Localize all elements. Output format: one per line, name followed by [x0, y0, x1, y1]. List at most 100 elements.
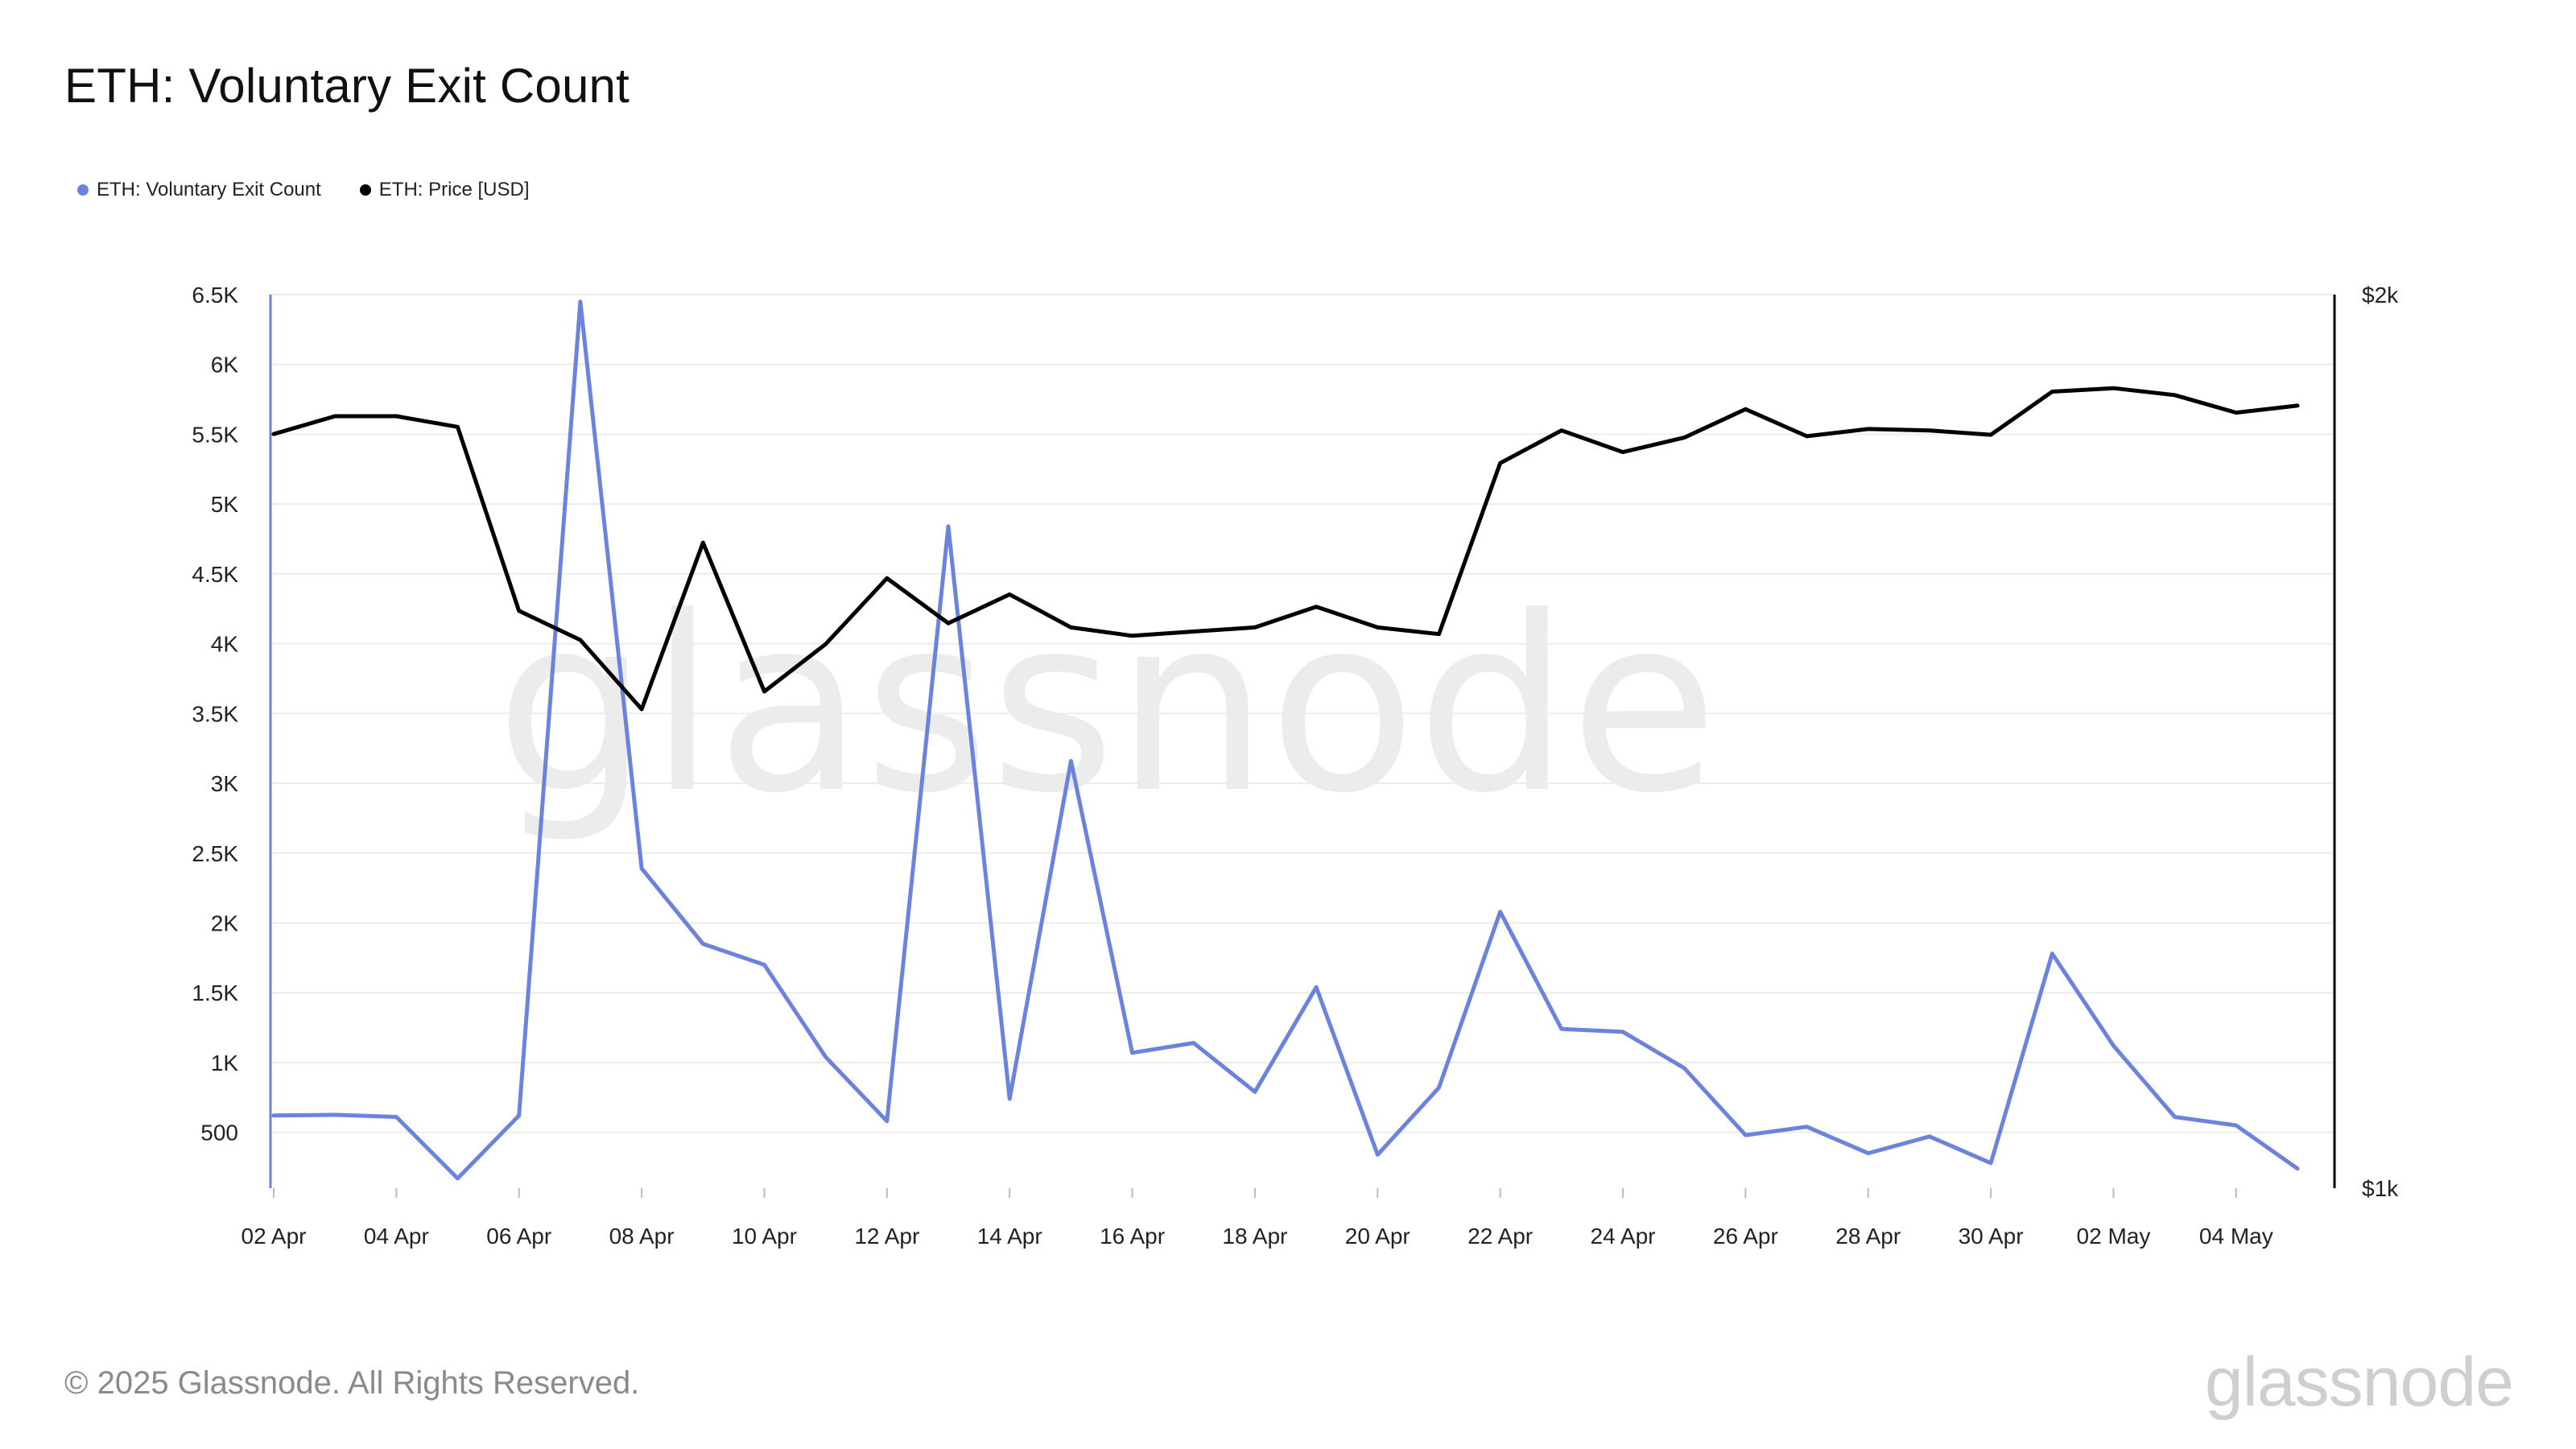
point-price-2025-04-21[interactable]	[1436, 632, 1441, 637]
series-line-exit-count[interactable]	[271, 299, 2300, 1181]
point-exit-count-2025-04-27[interactable]	[1805, 1125, 1810, 1129]
point-exit-count-2025-04-05[interactable]	[456, 1176, 460, 1181]
point-exit-count-2025-04-11[interactable]	[824, 1055, 828, 1059]
x-tick-label: 10 Apr	[732, 1224, 797, 1249]
point-exit-count-2025-04-29[interactable]	[1927, 1134, 1932, 1139]
point-exit-count-2025-05-05[interactable]	[2295, 1166, 2300, 1171]
point-price-2025-04-10[interactable]	[762, 689, 766, 694]
point-price-2025-04-12[interactable]	[885, 576, 890, 580]
x-axis-labels: 02 Apr 04 Apr 06 Apr 08 Apr 10 Apr 12 Apr 14 A…	[242, 1188, 2273, 1249]
point-exit-count-2025-04-19[interactable]	[1314, 985, 1319, 989]
point-exit-count-2025-04-24[interactable]	[1620, 1030, 1625, 1034]
point-price-2025-04-16[interactable]	[1130, 634, 1135, 638]
point-price-2025-04-09[interactable]	[700, 540, 705, 545]
point-price-2025-04-18[interactable]	[1253, 625, 1257, 630]
x-tick-label: 02 May	[2077, 1224, 2151, 1249]
y-tick-label-4500: 4.5K	[192, 562, 238, 587]
point-price-2025-04-04[interactable]	[394, 414, 398, 419]
legend-dot-exit-count	[77, 184, 89, 196]
x-tick-label: 20 Apr	[1345, 1224, 1410, 1249]
point-price-2025-04-06[interactable]	[517, 609, 522, 613]
point-exit-count-2025-04-07[interactable]	[578, 299, 583, 304]
point-exit-count-2025-05-02[interactable]	[2111, 1043, 2116, 1048]
y-right-tick-label-2000: $2k	[2362, 283, 2399, 308]
point-price-2025-04-07[interactable]	[578, 638, 583, 642]
point-exit-count-2025-04-25[interactable]	[1682, 1066, 1686, 1071]
point-price-2025-04-24[interactable]	[1620, 450, 1625, 455]
point-exit-count-2025-04-22[interactable]	[1498, 910, 1503, 914]
point-price-2025-05-03[interactable]	[2173, 393, 2178, 398]
series-group	[271, 299, 2300, 1181]
point-price-2025-04-14[interactable]	[1007, 592, 1012, 597]
point-price-2025-04-28[interactable]	[1866, 427, 1871, 431]
point-exit-count-2025-04-12[interactable]	[885, 1119, 890, 1124]
point-price-2025-04-27[interactable]	[1805, 434, 1810, 439]
point-exit-count-2025-04-04[interactable]	[394, 1115, 398, 1120]
point-price-2025-04-15[interactable]	[1068, 625, 1073, 630]
point-price-2025-05-02[interactable]	[2111, 386, 2116, 390]
legend: ETH: Voluntary Exit Count ETH: Price [US…	[77, 179, 530, 201]
point-price-2025-04-11[interactable]	[824, 642, 828, 646]
legend-label-price: ETH: Price [USD]	[378, 179, 530, 200]
series-line-price[interactable]	[271, 386, 2300, 712]
legend-item-price[interactable]: ETH: Price [USD]	[359, 179, 530, 201]
point-exit-count-2025-04-10[interactable]	[762, 963, 766, 968]
legend-label-exit-count: ETH: Voluntary Exit Count	[97, 179, 321, 200]
point-exit-count-2025-04-14[interactable]	[1007, 1096, 1012, 1101]
point-exit-count-2025-04-13[interactable]	[946, 524, 951, 529]
y-tick-label-5000: 5K	[211, 492, 239, 517]
y-tick-label-2000: 2K	[211, 910, 239, 935]
point-price-2025-04-23[interactable]	[1559, 428, 1564, 433]
point-exit-count-2025-04-06[interactable]	[517, 1113, 522, 1118]
point-price-2025-04-13[interactable]	[946, 621, 951, 625]
point-price-2025-04-30[interactable]	[1988, 432, 1993, 437]
legend-item-exit-count[interactable]: ETH: Voluntary Exit Count	[77, 179, 321, 201]
point-price-2025-04-25[interactable]	[1682, 436, 1686, 440]
point-exit-count-2025-04-21[interactable]	[1436, 1085, 1441, 1090]
chart-title: ETH: Voluntary Exit Count	[64, 59, 630, 113]
point-exit-count-2025-04-23[interactable]	[1559, 1026, 1564, 1031]
y-right-tick-label-1000: $1k	[2362, 1176, 2399, 1201]
point-exit-count-2025-04-09[interactable]	[700, 941, 705, 946]
x-tick-label: 14 Apr	[977, 1224, 1042, 1249]
point-price-2025-04-29[interactable]	[1927, 428, 1932, 433]
y-tick-label-1000: 1K	[211, 1051, 239, 1075]
point-price-2025-04-08[interactable]	[639, 707, 644, 712]
x-tick-label: 02 Apr	[242, 1224, 307, 1249]
point-price-2025-05-05[interactable]	[2295, 403, 2300, 408]
footer-copyright: © 2025 Glassnode. All Rights Reserved.	[64, 1365, 640, 1401]
point-price-2025-05-04[interactable]	[2234, 411, 2239, 415]
point-price-2025-05-01[interactable]	[2050, 390, 2054, 394]
point-price-2025-04-17[interactable]	[1191, 630, 1196, 634]
point-exit-count-2025-04-02[interactable]	[271, 1113, 276, 1118]
point-exit-count-2025-04-26[interactable]	[1743, 1133, 1748, 1137]
point-exit-count-2025-04-08[interactable]	[639, 866, 644, 871]
point-price-2025-04-05[interactable]	[456, 424, 460, 429]
point-exit-count-2025-04-15[interactable]	[1068, 758, 1073, 763]
point-price-2025-04-19[interactable]	[1314, 605, 1319, 609]
point-exit-count-2025-04-20[interactable]	[1375, 1152, 1380, 1157]
point-exit-count-2025-05-01[interactable]	[2050, 952, 2054, 956]
point-price-2025-04-22[interactable]	[1498, 460, 1503, 465]
y-tick-label-6000: 6K	[211, 353, 239, 378]
x-tick-label: 08 Apr	[609, 1224, 675, 1249]
y-tick-label-5500: 5.5K	[192, 422, 238, 447]
point-exit-count-2025-04-16[interactable]	[1130, 1051, 1135, 1055]
y-axis-left-labels: 500 1K 1.5K 2K 2.5K 3K 3.5K 4K 4.5K 5K 5.5K 6K 6.5K	[192, 283, 238, 1146]
point-exit-count-2025-05-03[interactable]	[2173, 1115, 2178, 1120]
x-tick-label: 26 Apr	[1713, 1224, 1778, 1249]
point-price-2025-04-03[interactable]	[332, 414, 337, 419]
footer-brand-logo: glassnode	[2204, 1344, 2514, 1421]
point-exit-count-2025-05-04[interactable]	[2234, 1123, 2239, 1128]
x-tick-label: 06 Apr	[486, 1224, 551, 1249]
point-price-2025-04-20[interactable]	[1375, 625, 1380, 630]
point-exit-count-2025-04-30[interactable]	[1988, 1161, 1993, 1166]
point-price-2025-04-26[interactable]	[1743, 407, 1748, 411]
point-price-2025-04-02[interactable]	[271, 431, 276, 436]
y-tick-label-3500: 3.5K	[192, 701, 238, 726]
point-exit-count-2025-04-03[interactable]	[332, 1113, 337, 1117]
point-exit-count-2025-04-17[interactable]	[1191, 1041, 1196, 1046]
point-exit-count-2025-04-28[interactable]	[1866, 1151, 1871, 1156]
point-exit-count-2025-04-18[interactable]	[1253, 1089, 1257, 1094]
